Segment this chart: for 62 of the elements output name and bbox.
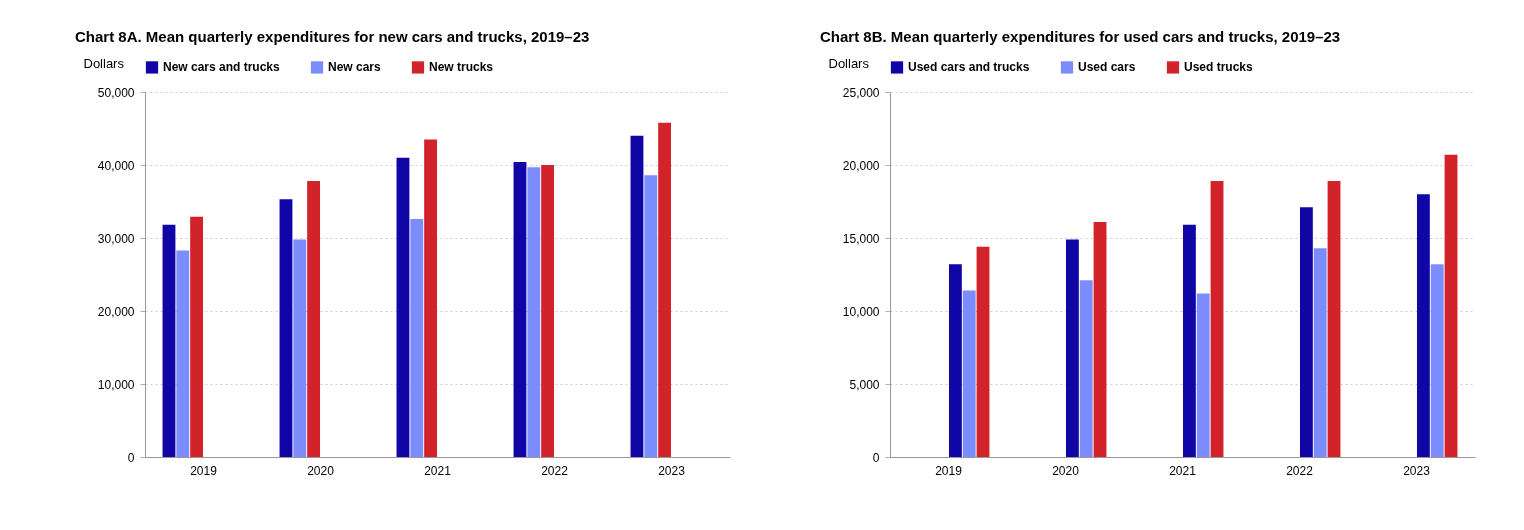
legend-label: Used trucks bbox=[1184, 60, 1254, 75]
bar bbox=[1210, 181, 1224, 457]
x-tick-label: 2021 bbox=[1169, 463, 1197, 478]
y-tick-label: 15,000 bbox=[842, 231, 880, 246]
y-tick-label: 25,000 bbox=[842, 85, 880, 100]
bar bbox=[1430, 264, 1444, 457]
bar bbox=[176, 250, 190, 457]
bar bbox=[293, 239, 307, 457]
bar bbox=[1196, 293, 1210, 457]
y-tick-label: 20,000 bbox=[97, 304, 135, 319]
y-axis-title: Dollars bbox=[828, 55, 870, 71]
x-tick-label: 2019 bbox=[935, 463, 963, 478]
legend-label: New cars and trucks bbox=[163, 60, 281, 75]
bar bbox=[410, 219, 424, 457]
bar bbox=[541, 165, 555, 457]
bar bbox=[1313, 248, 1327, 457]
y-tick-label: 5,000 bbox=[849, 377, 880, 392]
bar bbox=[1079, 280, 1093, 457]
bar bbox=[1416, 194, 1430, 457]
x-tick-label: 2023 bbox=[1403, 463, 1431, 478]
x-tick-label: 2020 bbox=[307, 463, 335, 478]
x-tick-label: 2023 bbox=[658, 463, 686, 478]
bar bbox=[976, 246, 990, 457]
y-tick-label: 30,000 bbox=[97, 231, 135, 246]
x-tick-label: 2020 bbox=[1052, 463, 1080, 478]
bar bbox=[279, 199, 293, 457]
bar bbox=[1182, 224, 1196, 457]
bar bbox=[307, 181, 321, 457]
y-tick-label: 50,000 bbox=[97, 85, 135, 100]
bar bbox=[396, 157, 410, 457]
x-tick-label: 2019 bbox=[190, 463, 218, 478]
y-tick-label: 40,000 bbox=[97, 158, 135, 173]
bar bbox=[644, 175, 658, 457]
legend-label: New cars bbox=[328, 60, 382, 75]
bar bbox=[948, 264, 962, 457]
bar bbox=[424, 139, 438, 457]
y-tick-label: 0 bbox=[127, 450, 135, 465]
legend-label: Used cars and trucks bbox=[908, 60, 1030, 75]
bar bbox=[527, 167, 541, 457]
y-tick-label: 20,000 bbox=[842, 158, 880, 173]
bar bbox=[1444, 154, 1458, 457]
legend-label: New trucks bbox=[429, 60, 494, 75]
x-tick-label: 2021 bbox=[424, 463, 452, 478]
bar bbox=[1327, 181, 1341, 457]
chart-title: Chart 8B. Mean quarterly expenditures for used cars and trucks, 2019–23 bbox=[820, 28, 1341, 45]
bar bbox=[1093, 221, 1107, 457]
x-tick-label: 2022 bbox=[541, 463, 569, 478]
bar bbox=[513, 162, 527, 457]
bar bbox=[190, 216, 204, 457]
bar bbox=[962, 290, 976, 457]
y-tick-label: 10,000 bbox=[97, 377, 135, 392]
bar bbox=[658, 122, 672, 457]
chart-title: Chart 8A. Mean quarterly expenditures for new cars and trucks, 2019–23 bbox=[75, 28, 590, 45]
bar bbox=[1065, 239, 1079, 457]
y-tick-label: 0 bbox=[872, 450, 880, 465]
y-axis-title: Dollars bbox=[83, 55, 125, 71]
bar bbox=[1299, 207, 1313, 457]
legend-label: Used cars bbox=[1078, 60, 1136, 75]
y-tick-label: 10,000 bbox=[842, 304, 880, 319]
x-tick-label: 2022 bbox=[1286, 463, 1314, 478]
bar bbox=[162, 224, 176, 457]
bar bbox=[630, 135, 644, 457]
